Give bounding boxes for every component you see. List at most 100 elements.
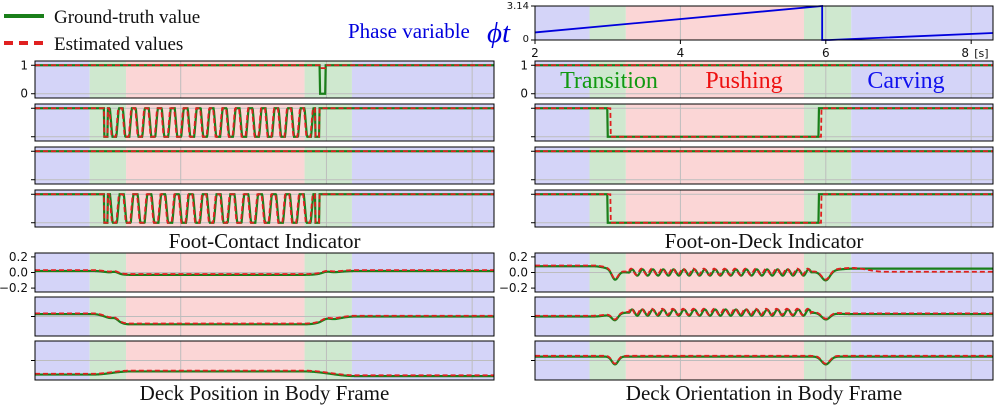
phase-x-tick-label-0: 2 (531, 46, 539, 60)
phase-band-0 (35, 104, 90, 141)
row-frame (34, 60, 495, 99)
phase-label-pushing: Pushing (705, 68, 782, 94)
phase-band-1 (89, 61, 127, 98)
phase-band-0 (535, 61, 590, 98)
phase-band-0 (535, 190, 590, 227)
phase-band-3 (803, 6, 852, 40)
panel-1-row-1 (531, 103, 994, 142)
panel-0-row-3 (31, 189, 495, 228)
y-tick-label-1: 1 (520, 58, 528, 72)
phase-band-1 (89, 147, 127, 184)
y-tick-label-1: 0.0 (509, 266, 528, 280)
row-frame (534, 146, 994, 185)
panel-title: Foot-Contact Indicator (169, 229, 361, 253)
phase-band-4 (351, 147, 494, 184)
row-frame (34, 146, 495, 185)
phase-label-transition: Transition (560, 68, 658, 94)
estimated-line (35, 269, 494, 275)
estimated-line (35, 107, 494, 138)
panel-3-row-2 (531, 340, 994, 381)
phase-band-0 (35, 190, 90, 227)
phase-band-3 (803, 104, 852, 141)
phase-band-2 (625, 147, 804, 184)
phase-band-4 (851, 190, 993, 227)
phase-plot-frame (534, 5, 994, 41)
phase-band-4 (851, 104, 993, 141)
estimated-line (35, 312, 494, 325)
estimated-line (535, 107, 993, 138)
panel-0: 0 1 Foot-Contact Indicator (20, 58, 495, 253)
phase-band-2 (625, 6, 804, 40)
phase-variable-title: Phase variable ϕt (348, 17, 511, 49)
phase-variable-label: Phase variable (348, 19, 470, 43)
panel-3-row-0: 0.2 0.0−0.2 (499, 250, 994, 295)
panel-2-row-1 (31, 296, 495, 337)
legend: Ground-truth value Estimated values (4, 7, 200, 55)
panel-0-row-2 (31, 146, 495, 185)
phase-band-0 (35, 147, 90, 184)
phase-band-2 (126, 61, 305, 98)
y-tick-label-0: 0 (520, 87, 528, 101)
panel-1-row-2 (531, 146, 994, 185)
y-tick-label-0: 0 (20, 87, 28, 101)
panel-2: 0.2 0.0−0.2 Deck Position in Body Frame (0, 250, 495, 405)
panel-title: Foot-on-Deck Indicator (665, 229, 864, 253)
phase-band-3 (803, 61, 852, 98)
phase-band-2 (625, 104, 804, 141)
panel-0-row-1 (31, 103, 495, 142)
estimated-line (535, 354, 993, 365)
phase-band-4 (851, 61, 993, 98)
phase-x-unit: [s] (974, 47, 988, 60)
phase-band-4 (351, 190, 494, 227)
phase-x-tick-label-1: 4 (677, 46, 685, 60)
phase-band-0 (35, 61, 90, 98)
estimated-line (535, 264, 993, 281)
phase-band-0 (535, 104, 590, 141)
phase-band-2 (625, 61, 804, 98)
estimated-line (35, 193, 494, 224)
phase-band-3 (304, 147, 352, 184)
estimated-line (535, 193, 993, 224)
ground-truth-line (535, 308, 993, 322)
y-tick-label-2: −0.2 (0, 281, 28, 295)
phase-band-2 (126, 147, 305, 184)
panel-1-row-3 (531, 189, 994, 228)
panel-1-row-0: 01 (520, 58, 994, 101)
y-tick-label-0: 0.2 (9, 250, 28, 264)
legend-label-estimated: Estimated values (54, 34, 183, 55)
panel-title: Deck Position in Body Frame (140, 381, 390, 405)
phase-y-tick-label-0: 0 (523, 34, 529, 45)
y-tick-label-1: 1 (20, 58, 28, 72)
phase-band-1 (589, 6, 626, 40)
y-tick-label-0: 0.2 (509, 250, 528, 264)
phase-band-4 (851, 6, 993, 40)
phase-variable-plot: 2 4 6 8 [s] 0 3.14 (507, 1, 994, 60)
row-frame (34, 103, 495, 142)
row-frame (534, 189, 994, 228)
y-tick-label-2: −0.2 (499, 281, 528, 295)
row-frame (534, 103, 994, 142)
panel-3-row-1 (531, 296, 994, 337)
phase-band-4 (851, 147, 993, 184)
phase-band-3 (803, 190, 852, 227)
ground-truth-line (35, 107, 494, 138)
phase-band-0 (535, 147, 590, 184)
phase-variable-symbol: ϕt (487, 17, 511, 49)
panel-2-row-0: 0.2 0.0−0.2 (0, 250, 495, 295)
phase-band-4 (351, 61, 494, 98)
phase-band-4 (351, 104, 494, 141)
panel-title: Deck Orientation in Body Frame (626, 381, 902, 405)
phase-band-3 (304, 61, 352, 98)
phase-band-1 (589, 147, 626, 184)
phase-y-tick-label-1: 3.14 (507, 1, 529, 12)
estimated-line (35, 64, 494, 70)
phase-x-tick-label-2: 6 (822, 46, 830, 60)
phase-label-carving: Carving (867, 68, 944, 94)
estimated-line (35, 369, 494, 377)
phase-labels: Transition Pushing Carving (560, 68, 945, 94)
row-frame (534, 60, 994, 99)
y-tick-label-1: 0.0 (9, 266, 28, 280)
phase-band-3 (803, 147, 852, 184)
